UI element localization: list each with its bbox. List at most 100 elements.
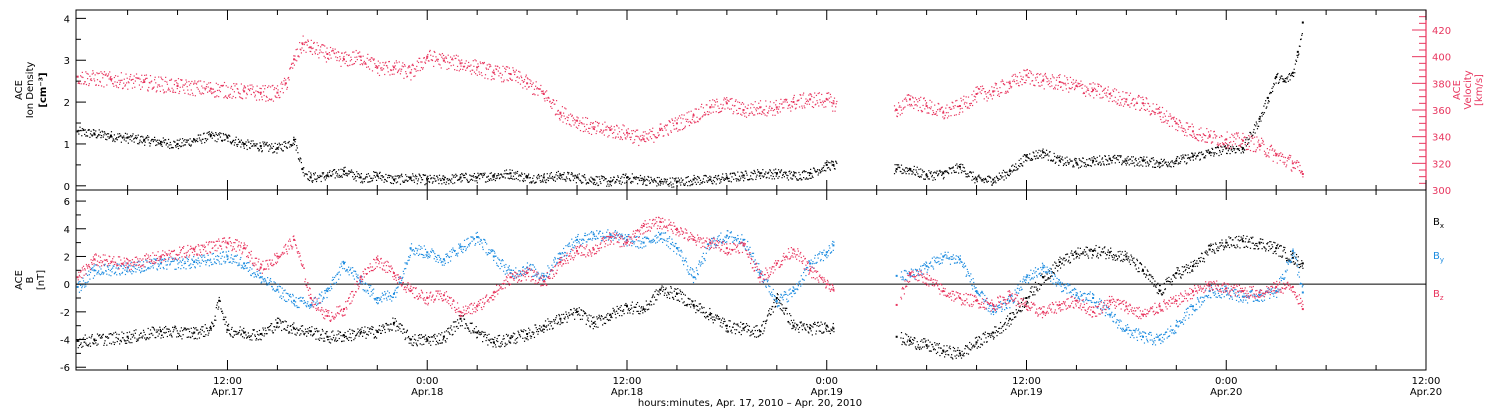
trace-dot — [1006, 171, 1008, 173]
trace-dot — [128, 331, 131, 333]
trace-dot — [1296, 54, 1298, 57]
trace-dot — [86, 77, 89, 80]
trace-dot — [670, 184, 672, 186]
trace-dot — [1126, 162, 1129, 164]
trace-dot — [1189, 134, 1191, 136]
trace-dot — [767, 172, 769, 175]
trace-dot — [931, 176, 933, 178]
trace-dot — [701, 116, 703, 118]
trace-dot — [101, 130, 103, 132]
trace-dot — [286, 88, 288, 90]
trace-dot — [670, 181, 672, 183]
trace-dot — [320, 334, 322, 336]
trace-dot — [316, 178, 318, 180]
trace-dot — [394, 321, 396, 323]
trace-dot — [1033, 152, 1035, 154]
trace-dot — [576, 174, 579, 176]
trace-dot — [756, 174, 758, 176]
data-point — [832, 327, 835, 330]
trace-dot — [637, 136, 639, 138]
trace-dot — [609, 127, 611, 129]
trace-dot — [1251, 135, 1253, 137]
trace-dot — [536, 88, 538, 90]
trace-dot — [1066, 160, 1069, 162]
trace-dot — [1210, 130, 1212, 132]
trace-dot — [1032, 151, 1034, 153]
trace-dot — [550, 172, 552, 174]
trace-dot — [630, 182, 632, 184]
trace-dot — [271, 323, 273, 325]
trace-dot — [105, 335, 107, 338]
trace-dot — [1170, 115, 1172, 117]
trace-dot — [413, 68, 416, 70]
trace-dot — [228, 134, 230, 137]
trace-dot — [462, 315, 464, 317]
trace-dot — [1057, 84, 1059, 87]
trace-dot — [308, 171, 310, 173]
trace-dot — [730, 98, 732, 100]
trace-dot — [581, 123, 583, 125]
trace-dot — [118, 79, 120, 82]
series-bx — [76, 235, 1304, 360]
trace-dot — [134, 86, 136, 88]
trace-dot — [324, 57, 326, 59]
trace-dot — [702, 180, 704, 183]
trace-dot — [1086, 159, 1088, 161]
trace-dot — [292, 62, 294, 64]
trace-dot — [304, 328, 307, 330]
trace-dot — [1092, 161, 1094, 163]
trace-dot — [294, 55, 296, 57]
trace-dot — [1226, 152, 1228, 155]
trace-dot — [582, 175, 584, 177]
trace-dot — [423, 57, 425, 59]
trace-dot — [910, 95, 912, 97]
trace-dot — [1192, 153, 1194, 155]
data-point — [1191, 155, 1194, 158]
trace-dot — [284, 320, 286, 322]
data-point — [509, 337, 512, 340]
trace-dot — [456, 175, 458, 177]
trace-dot — [1115, 157, 1118, 159]
trace-dot — [1112, 89, 1114, 91]
trace-dot — [739, 107, 741, 110]
trace-dot — [646, 138, 649, 140]
y-tick-label-left: 0 — [64, 182, 70, 193]
trace-dot — [1287, 76, 1289, 78]
trace-dot — [899, 167, 901, 169]
trace-dot — [222, 85, 224, 87]
trace-dot — [1071, 86, 1073, 89]
trace-dot — [1123, 97, 1125, 100]
trace-dot — [675, 128, 677, 130]
trace-dot — [1095, 90, 1097, 92]
trace-dot — [346, 337, 348, 339]
trace-dot — [559, 172, 561, 175]
trace-dot — [722, 173, 724, 175]
trace-dot — [528, 177, 530, 179]
trace-dot — [1277, 82, 1280, 85]
trace-dot — [726, 99, 728, 101]
trace-dot — [974, 98, 976, 101]
trace-dot — [373, 58, 375, 60]
trace-dot — [314, 328, 316, 330]
trace-dot — [814, 169, 816, 171]
trace-dot — [678, 115, 681, 117]
trace-dot — [1089, 164, 1091, 167]
trace-dot — [315, 338, 317, 340]
trace-dot — [1230, 147, 1232, 149]
trace-dot — [611, 132, 614, 135]
trace-dot — [915, 104, 917, 106]
trace-dot — [110, 75, 112, 78]
trace-dot — [344, 331, 346, 334]
trace-dot — [450, 325, 452, 327]
trace-dot — [1267, 152, 1270, 154]
trace-dot — [1036, 73, 1038, 75]
trace-dot — [142, 329, 145, 331]
trace-dot — [475, 73, 477, 75]
trace-dot — [327, 339, 329, 341]
trace-dot — [703, 114, 705, 116]
trace-dot — [464, 62, 466, 65]
trace-dot — [734, 105, 736, 107]
trace-dot — [178, 333, 180, 335]
trace-dot — [927, 175, 929, 178]
trace-dot — [304, 41, 307, 43]
